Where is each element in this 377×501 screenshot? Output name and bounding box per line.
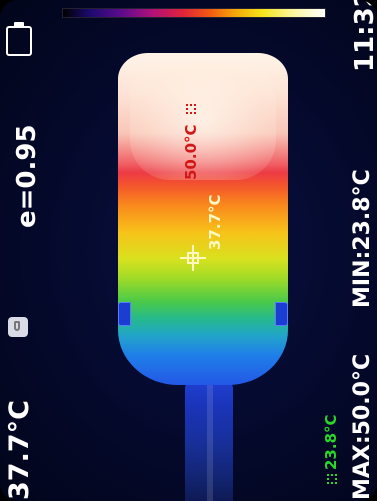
max-temp-label: MAX:50.0°C: [350, 353, 375, 500]
center-spot-temp: 37.7°C: [206, 194, 224, 250]
thermal-object-notch-left: [118, 302, 131, 326]
min-temp-label: MIN:23.8°C: [350, 169, 375, 308]
color-palette-bar: [62, 8, 326, 18]
cold-spot-temp: 23.8°C: [322, 414, 340, 470]
cold-spot-marker-icon: [327, 474, 337, 484]
crosshair-icon: [180, 245, 206, 271]
center-temp-readout: 37.7°C: [4, 400, 35, 500]
battery-icon: [6, 22, 36, 56]
hot-spot-temp: 50.0°C: [182, 124, 200, 180]
clock-time: 11:32: [350, 0, 377, 72]
thermal-object-tip: [185, 382, 233, 501]
emissivity-label[interactable]: e=0.95: [12, 124, 42, 228]
hot-spot-marker-icon: [186, 104, 196, 114]
thermal-object-tip-ridge: [207, 382, 213, 501]
thermometer-icon[interactable]: [8, 317, 28, 337]
thermal-hotspot-glow: [130, 60, 276, 180]
thermal-object-notch-right: [275, 302, 288, 326]
